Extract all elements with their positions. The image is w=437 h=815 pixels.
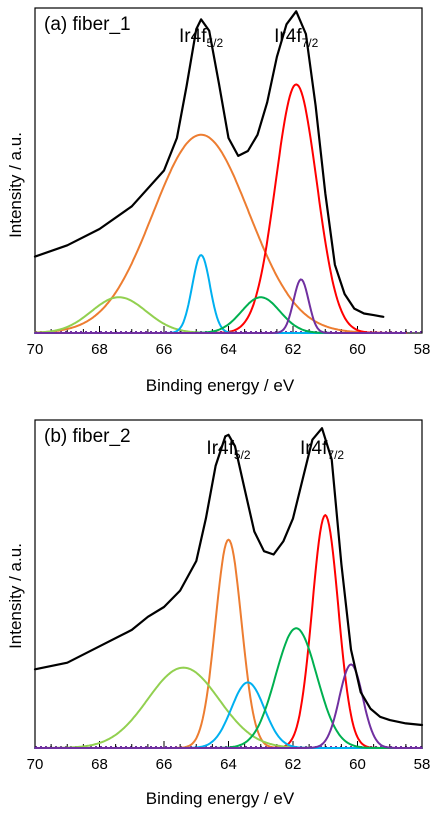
component-line — [34, 666, 423, 749]
x-tick-label: 68 — [91, 756, 108, 773]
panel-a-x-axis-title: Binding energy / eV — [146, 376, 295, 395]
panel-b-label: (b) fiber_2 — [44, 426, 131, 447]
x-tick-label: 60 — [349, 756, 366, 773]
panel-b-y-axis-title: Intensity / a.u. — [6, 543, 25, 649]
component-line — [34, 627, 423, 749]
x-tick-label: 66 — [156, 341, 173, 358]
envelope-line — [33, 427, 424, 727]
component-line — [34, 663, 423, 749]
plot-frame — [34, 7, 423, 334]
peak-annotation: Ir4f5/2 — [179, 26, 223, 50]
x-tick-label: 58 — [414, 756, 431, 773]
x-tick-label: 64 — [220, 756, 237, 773]
envelope-line — [33, 10, 385, 318]
x-tick-label: 62 — [285, 756, 302, 773]
panel-a-y-axis-title: Intensity / a.u. — [6, 132, 25, 238]
x-tick-label: 62 — [285, 341, 302, 358]
peak-annotation: Ir4f5/2 — [206, 438, 250, 462]
panel-b: (b) fiber_2 Binding energy / eV Intensit… — [6, 419, 431, 808]
x-tick-label: 64 — [220, 341, 237, 358]
x-tick-label: 70 — [27, 341, 44, 358]
x-tick-label: 66 — [156, 756, 173, 773]
component-line — [34, 681, 423, 749]
peak-annotation: Ir4f7/2 — [300, 438, 344, 462]
x-tick-label: 60 — [349, 341, 366, 358]
component-line — [211, 83, 407, 334]
panel-a-label: (a) fiber_1 — [44, 14, 131, 35]
x-tick-label: 68 — [91, 341, 108, 358]
component-line — [34, 278, 407, 334]
x-tick-label: 58 — [414, 341, 431, 358]
component-line — [34, 133, 407, 334]
panel-b-x-axis-title: Binding energy / eV — [146, 789, 295, 808]
x-tick-label: 70 — [27, 756, 44, 773]
panel-a: (a) fiber_1 Binding energy / eV Intensit… — [6, 7, 431, 395]
component-line — [34, 254, 407, 334]
